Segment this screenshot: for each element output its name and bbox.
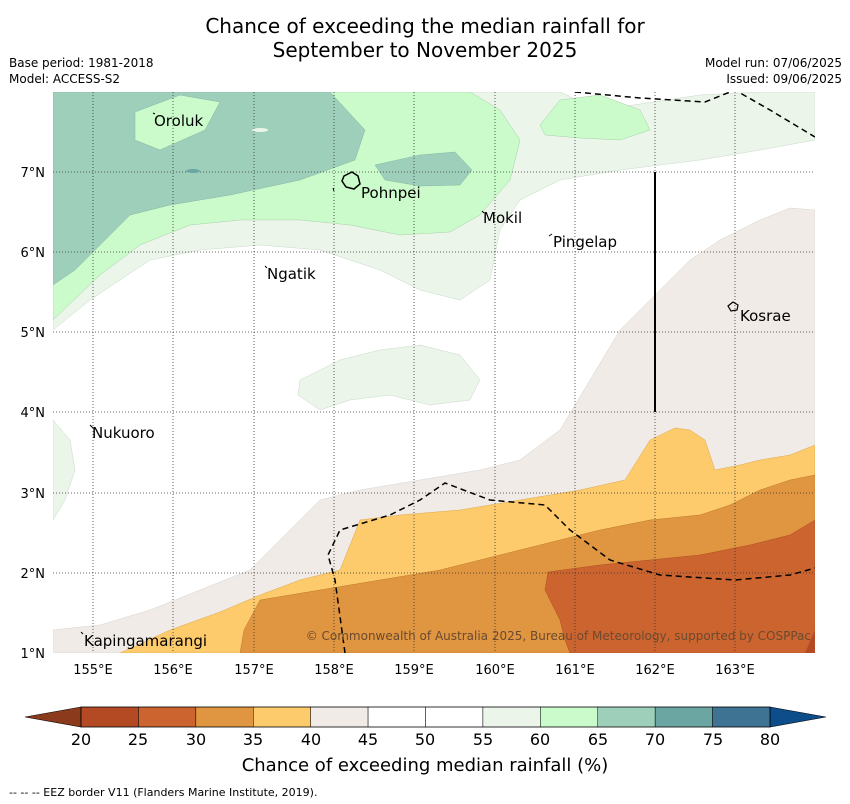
lon-label-163e: 163°E <box>715 663 755 678</box>
place-label-pingelap: Pingelap <box>553 233 617 251</box>
region-60-65-ne <box>539 94 651 141</box>
colorbar-tick-55: 55 <box>473 730 493 749</box>
lon-label-155e: 155°E <box>73 663 113 678</box>
colorbar-tick-25: 25 <box>128 730 148 749</box>
colorbar-segment <box>482 706 541 728</box>
region-65-70-inner <box>134 94 221 151</box>
pale-speck <box>252 128 268 132</box>
kosrae-island <box>727 301 739 312</box>
lon-label-157e: 157°E <box>234 663 274 678</box>
region-25-30 <box>544 519 815 653</box>
lon-label-156e: 156°E <box>153 663 193 678</box>
colorbar-tick-20: 20 <box>71 730 91 749</box>
colorbar-high-arrow <box>769 706 827 728</box>
place-label-oroluk: Oroluk <box>154 112 203 130</box>
place-label-kosrae: Kosrae <box>740 307 791 325</box>
colorbar-segment <box>712 706 771 728</box>
colorbar-segment <box>80 706 139 728</box>
colorbar-tick-45: 45 <box>358 730 378 749</box>
colorbar-tick-60: 60 <box>530 730 550 749</box>
eez-border <box>327 92 815 653</box>
colorbar-low-arrow <box>24 706 82 728</box>
colorbar-segment <box>138 706 197 728</box>
region-55-60-south <box>297 344 481 411</box>
lat-label-3n: 3°N <box>21 487 46 502</box>
region-20-25 <box>805 630 815 653</box>
lat-label-6n: 6°N <box>21 246 46 261</box>
lat-label-4n: 4°N <box>21 406 46 421</box>
colorbar-ticks: 20 25 30 35 40 45 50 55 60 65 70 75 80 <box>71 730 780 749</box>
colorbar-segments <box>80 706 771 728</box>
issued-label: Issued: 09/06/2025 <box>726 72 842 86</box>
lon-label-161e: 161°E <box>555 663 595 678</box>
atoll-markers <box>80 112 553 635</box>
lat-label-1n: 1°N <box>21 647 46 662</box>
place-label-mokil: Mokil <box>483 209 522 227</box>
colorbar-tick-40: 40 <box>301 730 321 749</box>
colorbar <box>24 706 827 728</box>
place-label-kapingamarangi: Kapingamarangi <box>84 632 207 650</box>
copyright-notice: © Commonwealth of Australia 2025, Bureau… <box>306 629 811 643</box>
map-title-line2: September to November 2025 <box>272 38 578 62</box>
colorbar-tick-35: 35 <box>243 730 263 749</box>
colorbar-segment <box>425 706 484 728</box>
colorbar-segment <box>367 706 426 728</box>
lon-label-160e: 160°E <box>475 663 515 678</box>
region-55-60-west <box>53 419 76 521</box>
colorbar-segment <box>597 706 656 728</box>
colorbar-segment <box>195 706 254 728</box>
lat-label-2n: 2°N <box>21 567 46 582</box>
map-plot-area: Oroluk Pohnpei Mokil Pingelap Ngatik Kos… <box>53 92 815 653</box>
place-label-pohnpei: Pohnpei <box>361 184 421 202</box>
base-period-label: Base period: 1981-2018 <box>9 56 154 70</box>
lon-label-158e: 158°E <box>314 663 354 678</box>
colorbar-segment <box>253 706 311 728</box>
eez-footnote: -- -- -- EEZ border V11 (Flanders Marine… <box>9 786 318 799</box>
colorbar-outline <box>80 706 771 728</box>
place-label-ngatik: Ngatik <box>267 265 316 283</box>
pohnpei-island <box>341 171 361 190</box>
colorbar-title: Chance of exceeding median rainfall (%) <box>241 755 609 776</box>
lon-label-162e: 162°E <box>635 663 675 678</box>
colorbar-tick-75: 75 <box>703 730 723 749</box>
teal-speck <box>186 169 200 173</box>
colorbar-tick-65: 65 <box>588 730 608 749</box>
model-run-label: Model run: 07/06/2025 <box>704 56 842 70</box>
lat-label-5n: 5°N <box>21 326 46 341</box>
colorbar-segment <box>310 706 369 728</box>
region-65-70-pohnpei <box>374 151 473 187</box>
model-label: Model: ACCESS-S2 <box>9 72 121 86</box>
lat-label-7n: 7°N <box>21 166 46 181</box>
lon-label-159e: 159°E <box>394 663 434 678</box>
colorbar-segment <box>654 706 713 728</box>
colorbar-segment <box>540 706 598 728</box>
place-label-nukuoro: Nukuoro <box>92 424 155 442</box>
region-65-70 <box>53 92 366 286</box>
map-title-line1: Chance of exceeding the median rainfall … <box>205 14 645 38</box>
colorbar-tick-70: 70 <box>645 730 665 749</box>
colorbar-tick-80: 80 <box>760 730 780 749</box>
colorbar-tick-50: 50 <box>415 730 435 749</box>
colorbar-tick-30: 30 <box>186 730 206 749</box>
